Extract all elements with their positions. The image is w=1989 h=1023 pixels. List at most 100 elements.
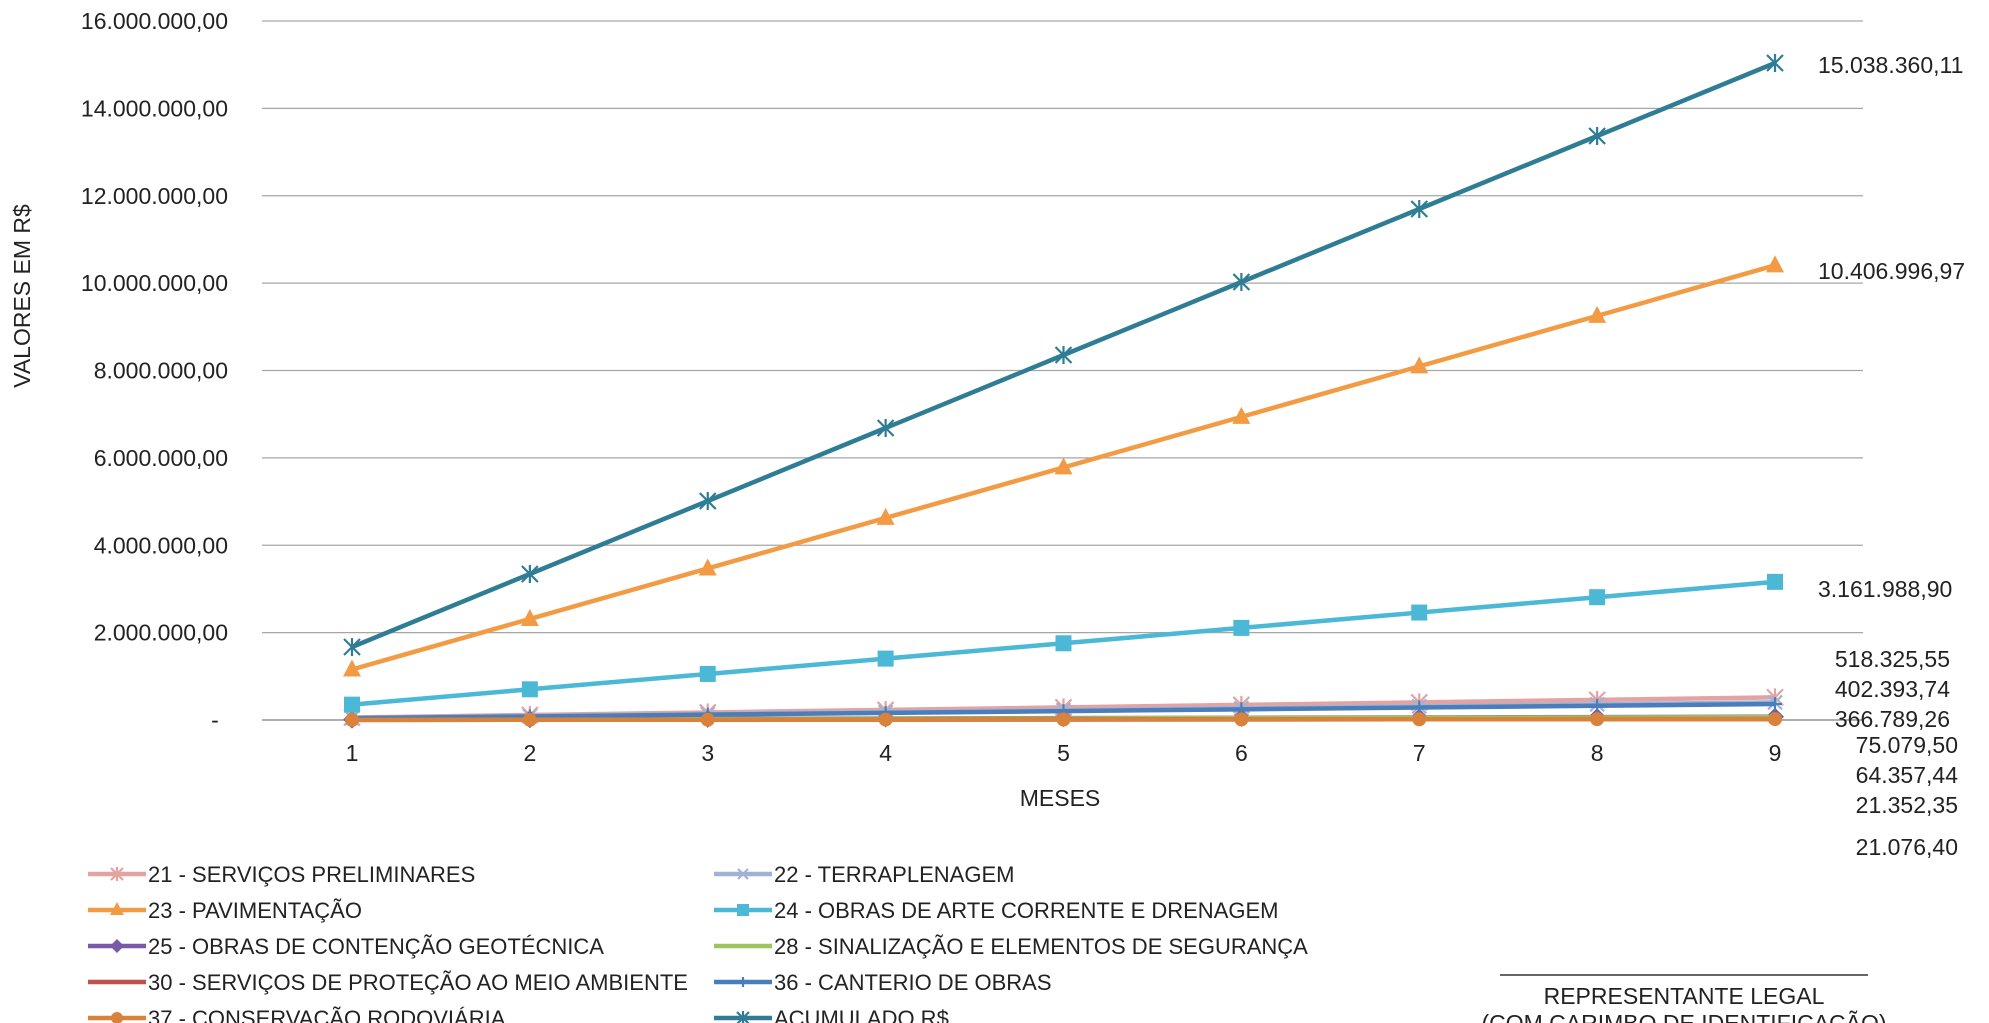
data-point (1768, 712, 1782, 727)
data-point (344, 696, 360, 713)
data-point (1590, 698, 1605, 713)
y-tick-label: 8.000.000,00 (94, 358, 228, 384)
signature-title: REPRESENTANTE LEGAL (1544, 983, 1825, 1009)
legend-label: 28 - SINALIZAÇÃO E ELEMENTOS DE SEGURANÇ… (774, 934, 1308, 959)
end-value-labels: 15.038.360,11 10.406.996,97 3.161.988,90 51… (1818, 52, 1965, 860)
end-value-label: 366.789,26 (1835, 706, 1950, 732)
signature-block: REPRESENTANTE LEGAL (COM CARIMBO DE IDEN… (1481, 974, 1887, 1023)
end-value-label: 10.406.996,97 (1818, 258, 1965, 284)
y-axis-title: VALORES EM R$ (9, 204, 35, 388)
y-tick-label: 4.000.000,00 (94, 532, 228, 558)
legend-item: 23 - PAVIMENTAÇÃO (88, 898, 362, 923)
end-value-label: 15.038.360,11 (1818, 52, 1963, 78)
data-point (1233, 619, 1250, 636)
data-point (699, 665, 716, 682)
data-point (110, 902, 124, 915)
data-point (1054, 346, 1073, 365)
data-point (1588, 127, 1606, 146)
data-point (522, 712, 537, 727)
x-tick-label: 4 (879, 740, 892, 766)
data-point (737, 868, 749, 880)
legend-item: 25 - OBRAS DE CONTENÇÃO GEOTÉCNICA (88, 934, 604, 959)
legend-label: 25 - OBRAS DE CONTENÇÃO GEOTÉCNICA (148, 934, 604, 959)
data-point (1412, 712, 1427, 727)
data-point (1232, 273, 1251, 292)
data-point (1588, 305, 1607, 323)
legend-item: 22 - TERRAPLENAGEM (714, 862, 1014, 887)
legend-label: 23 - PAVIMENTAÇÃO (148, 898, 362, 923)
series (343, 54, 1784, 657)
legend-label: 22 - TERRAPLENAGEM (774, 862, 1014, 887)
y-tick-label: 12.000.000,00 (81, 183, 228, 209)
end-value-label: 518.325,55 (1835, 646, 1950, 672)
gridlines (262, 20, 1863, 721)
data-point (1767, 573, 1783, 590)
y-tick-label: 14.000.000,00 (81, 95, 228, 121)
x-axis-title: MESES (1020, 785, 1101, 811)
x-tick-label: 9 (1769, 740, 1782, 766)
data-point (345, 712, 359, 727)
data-point (1055, 635, 1072, 652)
x-tick-label: 5 (1057, 740, 1070, 766)
legend-label: 37 - CONSERVAÇÃO RODOVIÁRIA (148, 1006, 506, 1023)
legend-label: 21 - SERVIÇOS PRELIMINARES (148, 862, 475, 887)
data-point (343, 638, 361, 657)
data-point (876, 507, 895, 525)
data-point (1410, 200, 1429, 219)
legend-item: 36 - CANTERIO DE OBRAS (714, 970, 1052, 995)
plot-series (343, 54, 1784, 729)
legend: 21 - SERVIÇOS PRELIMINARES 22 - TERRAPLEN… (88, 862, 1308, 1023)
legend-label: 24 - OBRAS DE ARTE CORRENTE E DRENAGEM (774, 898, 1278, 923)
legend-item: 37 - CONSERVAÇÃO RODOVIÁRIA (88, 1006, 506, 1023)
data-point (1410, 356, 1429, 374)
data-point (737, 904, 749, 916)
y-tick-label: 2.000.000,00 (94, 620, 228, 646)
data-point (700, 712, 715, 727)
data-point (521, 565, 539, 584)
x-tick-label: 7 (1413, 740, 1426, 766)
legend-item: ACUMULADO R$ (714, 1006, 949, 1023)
y-axis-ticks: - 2.000.000,00 4.000.000,00 6.000.000,00 8.0… (81, 8, 228, 733)
end-value-label: 64.357,44 (1856, 762, 1959, 788)
legend-item: 30 - SERVIÇOS DE PROTEÇÃO AO MEIO AMBIEN… (88, 970, 688, 995)
legend-item: 24 - OBRAS DE ARTE CORRENTE E DRENAGEM (714, 898, 1278, 923)
x-tick-label: 6 (1235, 740, 1248, 766)
data-point (1054, 457, 1073, 475)
legend-label: 30 - SERVIÇOS DE PROTEÇÃO AO MEIO AMBIEN… (148, 970, 688, 995)
y-tick-label: 16.000.000,00 (81, 8, 228, 34)
data-point (1411, 604, 1428, 621)
data-point (698, 558, 717, 576)
x-tick-label: 3 (701, 740, 714, 766)
legend-label: ACUMULADO R$ (774, 1006, 949, 1023)
data-point (1234, 712, 1249, 727)
signature-subtitle: (COM CARIMBO DE IDENTIFICAÇÃO) (1481, 1010, 1886, 1023)
legend-item: 21 - SERVIÇOS PRELIMINARES (88, 862, 475, 887)
legend-item: 28 - SINALIZAÇÃO E ELEMENTOS DE SEGURANÇ… (714, 934, 1308, 959)
data-point (1590, 712, 1605, 727)
y-tick-label: - (211, 707, 219, 733)
data-point (110, 867, 124, 881)
data-point (1766, 54, 1784, 73)
data-point (738, 977, 748, 987)
data-point (343, 659, 361, 677)
end-value-label: 402.393,74 (1835, 676, 1950, 702)
data-point (111, 1012, 123, 1023)
legend-label: 36 - CANTERIO DE OBRAS (774, 970, 1052, 995)
data-point (1768, 696, 1782, 711)
data-point (877, 650, 894, 667)
y-tick-label: 10.000.000,00 (81, 270, 228, 296)
x-tick-label: 8 (1591, 740, 1604, 766)
data-point (1766, 255, 1784, 273)
end-value-label: 21.076,40 (1856, 834, 1958, 860)
data-point (1056, 712, 1071, 727)
data-point (878, 712, 893, 727)
data-point (520, 608, 539, 626)
y-tick-label: 6.000.000,00 (94, 445, 228, 471)
data-point (1232, 406, 1251, 424)
series (344, 573, 1783, 713)
series (343, 255, 1784, 677)
data-point (698, 492, 717, 511)
end-value-label: 21.352,35 (1856, 792, 1958, 818)
data-point (1412, 700, 1427, 715)
